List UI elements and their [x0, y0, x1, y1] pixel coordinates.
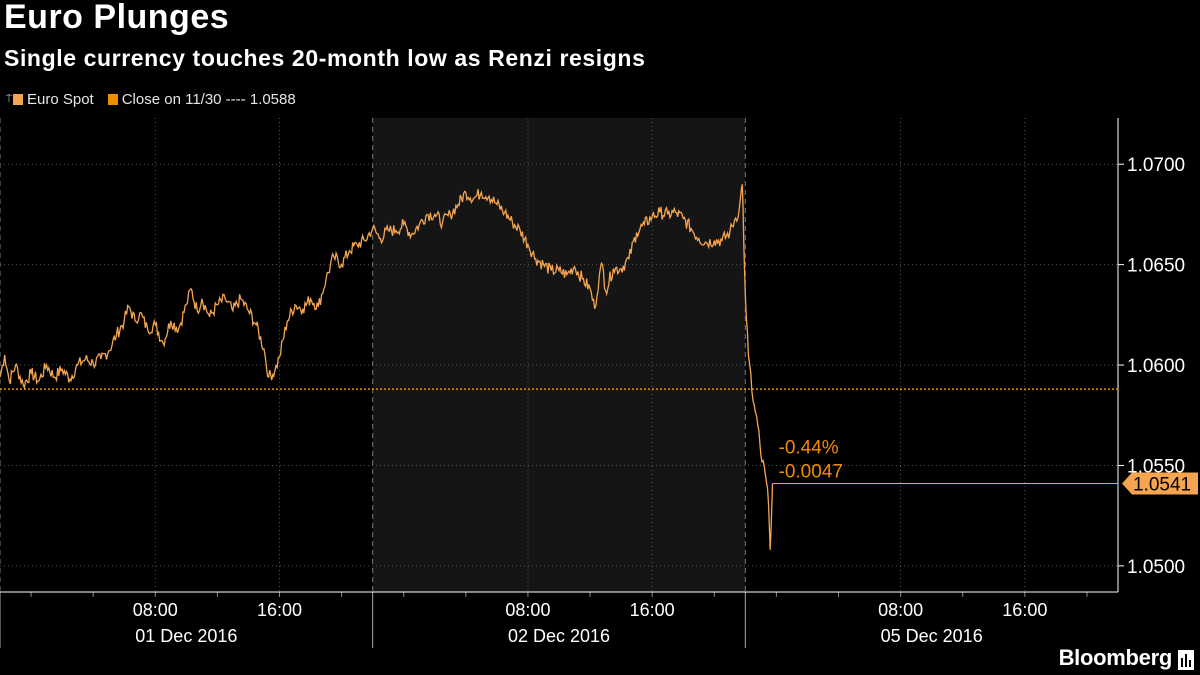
last-value-label: 1.0541: [1133, 475, 1191, 496]
last-value-tag: [1122, 472, 1198, 495]
bloomberg-terminal-icon: [1178, 650, 1194, 670]
x-tick-label: 16:00: [630, 600, 675, 620]
x-tick-label: 08:00: [878, 600, 923, 620]
x-tick-label: 16:00: [1002, 600, 1047, 620]
legend: ⍑ Euro Spot Close on 11/30 ---- 1.0588: [6, 91, 310, 108]
x-tick-label: 08:00: [505, 600, 550, 620]
legend-item-euro-spot[interactable]: ⍑ Euro Spot: [6, 91, 94, 108]
x-day-label: 05 Dec 2016: [881, 626, 983, 646]
legend-item-close[interactable]: Close on 11/30 ---- 1.0588: [107, 91, 296, 108]
y-tick-label: 1.0500: [1127, 557, 1185, 578]
bloomberg-logo: Bloomberg: [1058, 645, 1173, 670]
x-tick-label: 08:00: [133, 600, 178, 620]
x-day-label: 02 Dec 2016: [508, 626, 610, 646]
x-tick-label: 16:00: [257, 600, 302, 620]
y-tick-label: 1.0600: [1127, 356, 1185, 377]
y-tick-label: 1.0650: [1127, 256, 1185, 277]
y-tick-label: 1.0700: [1127, 155, 1185, 176]
y-tick-label: 1.0550: [1127, 456, 1185, 477]
x-day-label: 01 Dec 2016: [135, 626, 237, 646]
legend-swatch-euro-spot: [13, 94, 23, 105]
legend-swatch-close: [107, 94, 118, 105]
change-percent-annotation: -0.44%: [779, 438, 839, 459]
chart-subtitle: Single currency touches 20-month low as …: [4, 45, 646, 71]
euro-spot-line: [0, 184, 774, 550]
change-absolute-annotation: -0.0047: [779, 462, 843, 483]
chart-title: Euro Plunges: [4, 0, 230, 36]
legend-label-euro-spot: Euro Spot: [27, 91, 94, 108]
legend-line-icon: ⍑: [6, 94, 12, 105]
shaded-day-band: [372, 118, 746, 592]
legend-label-close: Close on 11/30 ---- 1.0588: [121, 91, 296, 108]
